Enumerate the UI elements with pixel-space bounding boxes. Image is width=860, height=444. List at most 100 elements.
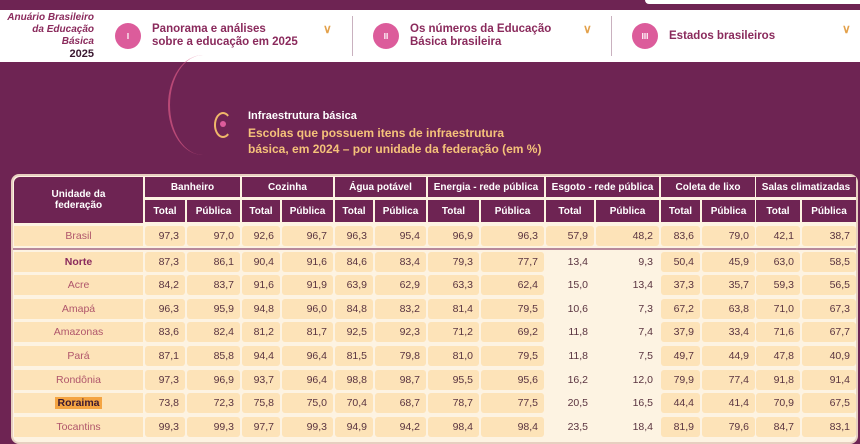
table-cell: 70,9 xyxy=(756,393,800,414)
table-cell: 63,9 xyxy=(335,275,373,296)
table-cell: 83,1 xyxy=(802,416,856,437)
nav-item-numeros[interactable]: II Os números da Educação Básica brasilei… xyxy=(373,16,551,56)
table-cell: 79,9 xyxy=(661,369,700,390)
table-cell: 72,3 xyxy=(187,393,240,414)
table-cell: 94,2 xyxy=(375,416,426,437)
table-cell: 63,8 xyxy=(702,298,755,319)
table-cell: 44,9 xyxy=(702,346,755,366)
table-cell: 18,4 xyxy=(632,420,653,433)
table-cell: 96,9 xyxy=(428,226,479,246)
table-cell: 95,4 xyxy=(375,226,426,246)
table-cell: 38,7 xyxy=(802,226,856,246)
table-cell: 77,5 xyxy=(481,393,544,414)
section-arc-icon xyxy=(214,112,232,138)
table-cell: 97,3 xyxy=(145,369,185,390)
decorative-arc xyxy=(168,55,238,155)
table-cell: 95,6 xyxy=(481,369,544,390)
table-cell: 77,4 xyxy=(702,369,755,390)
table-cell: 99,3 xyxy=(282,416,333,437)
table-cell: 98,8 xyxy=(335,369,373,390)
column-header-total: Total xyxy=(661,200,700,222)
table-cell: 81,4 xyxy=(428,298,479,319)
state-name: Roraima xyxy=(55,397,102,410)
table-cell: 84,6 xyxy=(335,251,373,272)
table-cell: 77,7 xyxy=(481,251,544,272)
table-cell: 73,8 xyxy=(145,393,185,414)
column-group-header: Água potável xyxy=(335,177,426,197)
state-name: Amapá xyxy=(61,302,96,315)
column-header-publica: Pública xyxy=(702,200,755,222)
table-cell: 71,6 xyxy=(756,322,800,343)
numeral-badge: II xyxy=(373,23,399,49)
table-cell: 84,8 xyxy=(335,298,373,319)
column-header-total: Total xyxy=(145,200,185,222)
table-cell: 84,7 xyxy=(756,416,800,437)
table-cell: 98,4 xyxy=(481,416,544,437)
table-cell: 81,9 xyxy=(661,416,700,437)
column-group-header: Salas climatizadas xyxy=(756,177,856,197)
table-cell: 96,3 xyxy=(335,226,373,246)
table-cell: 93,7 xyxy=(242,369,280,390)
brand-logo[interactable]: Anuário Brasileiro da Educação Básica 20… xyxy=(7,12,94,60)
table-cell: 56,5 xyxy=(802,275,856,296)
state-name: Rondônia xyxy=(56,373,101,386)
table-cell: 67,7 xyxy=(802,322,856,343)
nav-item-panorama[interactable]: I Panorama e análises sobre a educação em… xyxy=(115,16,298,56)
table-cell: 96,9 xyxy=(187,369,240,390)
table-cell: 96,0 xyxy=(282,298,333,319)
table-cell: 44,4 xyxy=(661,393,700,414)
table-cell: 94,4 xyxy=(242,346,280,366)
table-cell: 92,3 xyxy=(375,322,426,343)
state-name: Acre xyxy=(67,279,90,292)
row-label: Pará xyxy=(14,346,143,366)
table-cell: 97,0 xyxy=(187,226,240,246)
table-cell: 79,5 xyxy=(481,298,544,319)
row-label: Rondônia xyxy=(14,369,143,390)
column-header-publica: Pública xyxy=(187,200,240,222)
table-cell: 79,8 xyxy=(375,346,426,366)
row-label: Tocantins xyxy=(14,416,143,437)
state-name: Tocantins xyxy=(56,420,101,433)
table-cell: 90,4 xyxy=(242,251,280,272)
column-group-header: Coleta de lixo xyxy=(661,177,755,197)
table-cell: 67,2 xyxy=(661,298,700,319)
table-cell: 87,1 xyxy=(145,346,185,366)
nav-item-estados[interactable]: III Estados brasileiros xyxy=(632,16,775,56)
chevron-down-icon[interactable]: ∨ xyxy=(583,22,592,36)
column-header-publica: Pública xyxy=(375,200,426,222)
table-cell: 48,2 xyxy=(596,226,659,246)
table-cell: 63,0 xyxy=(756,251,800,272)
column-header-unidade: Unidade da federação xyxy=(14,177,143,223)
table-cell: 87,3 xyxy=(145,251,185,272)
table-cell: 23,5 xyxy=(567,420,588,433)
table-cell: 79,3 xyxy=(428,251,479,272)
table-cell: 7,4 xyxy=(638,326,653,339)
table-cell: 63,3 xyxy=(428,275,479,296)
table-cell: 81,7 xyxy=(282,322,333,343)
column-header-total: Total xyxy=(335,200,373,222)
column-header-total: Total xyxy=(546,200,594,222)
search-bar-edge xyxy=(645,0,860,4)
table-cell: 62,4 xyxy=(481,275,544,296)
table-cell: 11,8 xyxy=(568,326,588,339)
chevron-down-icon[interactable]: ∨ xyxy=(323,22,332,36)
table-cell: 92,5 xyxy=(335,322,373,343)
table-cell: 9,3 xyxy=(638,255,653,268)
table-cell: 95,9 xyxy=(187,298,240,319)
column-header-publica: Pública xyxy=(282,200,333,222)
table-cell: 42,1 xyxy=(756,226,800,246)
row-label: Brasil xyxy=(14,226,143,246)
table-cell: 58,5 xyxy=(802,251,856,272)
table-cell: 71,0 xyxy=(756,298,800,319)
chevron-down-icon[interactable]: ∨ xyxy=(842,22,851,36)
table-cell: 79,5 xyxy=(481,346,544,366)
table-cell: 81,0 xyxy=(428,346,479,366)
table-cell: 92,6 xyxy=(242,226,280,246)
table-cell: 68,7 xyxy=(375,393,426,414)
column-group-header: Banheiro xyxy=(145,177,240,197)
table-cell: 67,3 xyxy=(802,298,856,319)
table-cell: 49,7 xyxy=(661,346,700,366)
table-cell: 96,3 xyxy=(145,298,185,319)
table-cell: 35,7 xyxy=(702,275,755,296)
table-cell: 95,5 xyxy=(428,369,479,390)
